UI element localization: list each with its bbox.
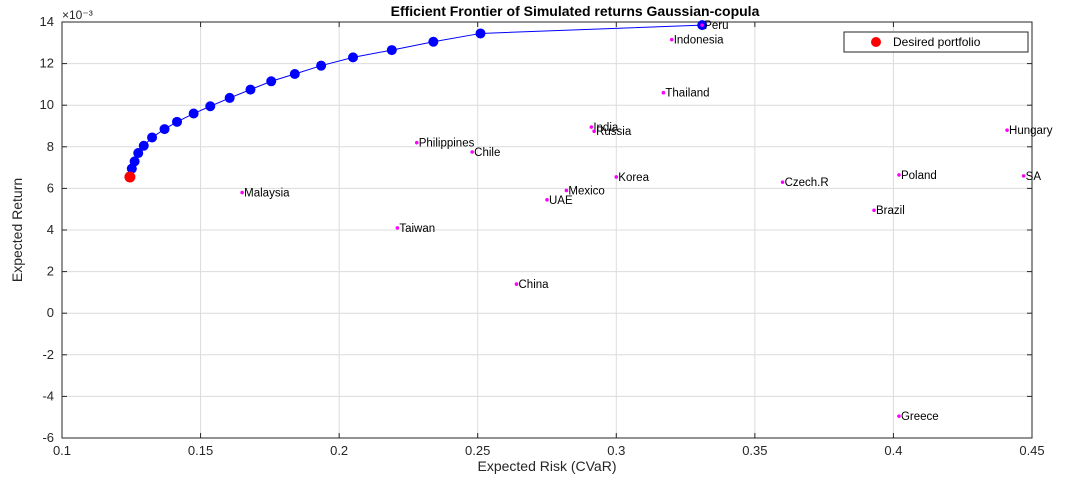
country-label: Philippines — [419, 138, 475, 150]
country-label: India — [593, 122, 619, 134]
frontier-point — [159, 124, 170, 135]
x-tick-label: 0.4 — [884, 443, 902, 458]
y-tick-label: 14 — [40, 14, 54, 29]
x-tick-label: 0.25 — [465, 443, 490, 458]
y-tick-label: 12 — [40, 56, 54, 71]
country-label: Chile — [474, 147, 500, 159]
y-tick-label: -4 — [42, 388, 54, 403]
y-tick-label: 0 — [47, 305, 54, 320]
frontier-point — [316, 60, 327, 71]
country-point — [897, 414, 901, 418]
country-point — [872, 208, 876, 213]
x-tick-label: 0.15 — [188, 443, 213, 458]
country-label: Mexico — [568, 185, 604, 197]
country-label: Korea — [618, 172, 649, 184]
country-label: Russia — [596, 126, 632, 138]
country-label: Taiwan — [399, 223, 435, 235]
y-tick-label: 8 — [47, 139, 54, 154]
country-point — [414, 140, 419, 145]
legend-label-desired-portfolio: Desired portfolio — [893, 35, 981, 49]
y-axis-title: Expected Return — [9, 178, 25, 282]
country-point — [470, 150, 474, 154]
country-label: China — [519, 279, 550, 291]
country-label: Poland — [901, 170, 937, 182]
country-point — [592, 129, 596, 133]
frontier-point — [475, 28, 486, 39]
country-label: SA — [1026, 171, 1042, 183]
country-point — [1021, 174, 1026, 178]
country-point — [240, 190, 244, 195]
frontier-point — [428, 36, 439, 47]
x-axis-title: Expected Risk (CVaR) — [477, 458, 616, 474]
country-point — [614, 175, 619, 179]
country-point — [897, 173, 901, 177]
efficient-frontier-series — [124, 20, 708, 183]
frontier-point — [188, 108, 199, 119]
legend-box — [843, 31, 1029, 53]
country-label: Thailand — [665, 88, 709, 100]
y-tick-label: 2 — [47, 264, 54, 279]
country-label: Indonesia — [674, 35, 724, 47]
frontier-point — [147, 132, 158, 143]
y-tick-label: -6 — [42, 430, 54, 445]
x-tick-label: 0.2 — [330, 443, 348, 458]
country-point — [780, 180, 785, 184]
frontier-point — [138, 140, 149, 151]
y-tick-label: 6 — [47, 180, 54, 195]
frontier-point — [224, 92, 235, 103]
x-tick-label: 0.3 — [607, 443, 625, 458]
country-label: Greece — [901, 411, 939, 423]
x-tick-label: 0.1 — [53, 443, 71, 458]
country-point — [1005, 128, 1009, 132]
legend-marker-desired-portfolio — [871, 37, 881, 47]
frontier-point — [348, 52, 358, 63]
frontier-point — [205, 101, 216, 112]
country-point — [514, 282, 519, 286]
x-tick-label: 0.35 — [742, 443, 767, 458]
y-tick-label: -2 — [42, 347, 54, 362]
country-point — [661, 90, 666, 95]
frontier-point — [386, 45, 397, 56]
country-label: Brazil — [876, 205, 905, 217]
country-label: Peru — [704, 20, 728, 32]
desired-portfolio-point — [124, 171, 136, 183]
y-tick-label: 4 — [47, 222, 54, 237]
frontier-point — [245, 84, 256, 95]
frontier-point — [133, 148, 144, 159]
grid-lines — [61, 21, 1033, 439]
country-point — [589, 125, 594, 129]
country-label: Hungary — [1009, 125, 1053, 137]
country-label: UAE — [549, 195, 573, 207]
country-point — [564, 188, 569, 193]
y-tick-label: 10 — [40, 97, 54, 112]
country-point — [669, 37, 674, 42]
country-label: Czech.R — [785, 177, 829, 189]
frontier-point — [129, 156, 140, 167]
frontier-point — [266, 76, 277, 87]
frontier-point — [172, 116, 183, 127]
axes: 0.1 0.15 0.2 0.25 0.3 0.35 0.4 0.45 -6 -4 -2 0 2 4 6 8 1… — [40, 14, 1045, 458]
country-point — [545, 198, 549, 202]
chart-title: Efficient Frontier of Simulated returns … — [391, 3, 760, 19]
country-point — [700, 23, 704, 27]
country-label: Malaysia — [244, 188, 290, 200]
x-tick-label: 0.45 — [1019, 443, 1044, 458]
y-axis-exponent-label: ×10⁻³ — [62, 8, 93, 22]
legend: Desired portfolio — [843, 31, 1029, 53]
country-point — [395, 226, 400, 230]
frontier-point — [289, 69, 300, 79]
